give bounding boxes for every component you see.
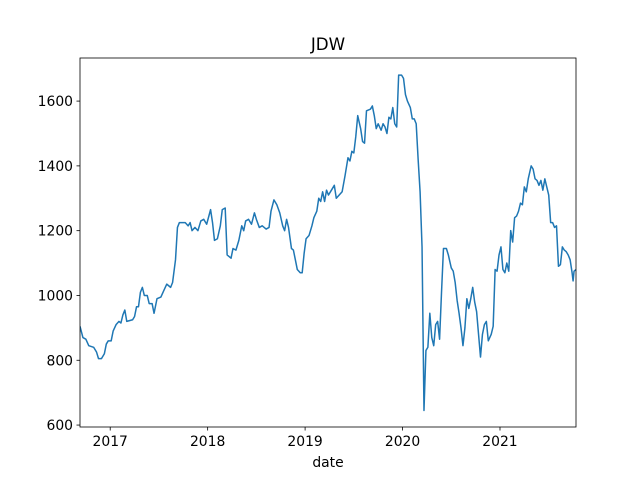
- y-tick-label: 1200: [38, 224, 73, 240]
- price-line: [80, 74, 576, 412]
- chart-title: JDW: [310, 34, 345, 54]
- y-tick-label: 1600: [38, 94, 73, 110]
- axes-frame: [79, 57, 577, 428]
- plot-area: [80, 74, 576, 412]
- x-axis-label: date: [312, 455, 343, 471]
- x-tick-label: 2021: [482, 434, 517, 450]
- x-tick-label: 2017: [93, 434, 128, 450]
- y-tick-label: 1000: [38, 288, 73, 304]
- y-tick-label: 800: [46, 353, 73, 369]
- y-tick-label: 600: [46, 418, 73, 434]
- x-tick-label: 2020: [385, 434, 420, 450]
- x-tick-label: 2019: [287, 434, 322, 450]
- y-tick-label: 1400: [38, 159, 73, 175]
- x-tick-label: 2018: [190, 434, 225, 450]
